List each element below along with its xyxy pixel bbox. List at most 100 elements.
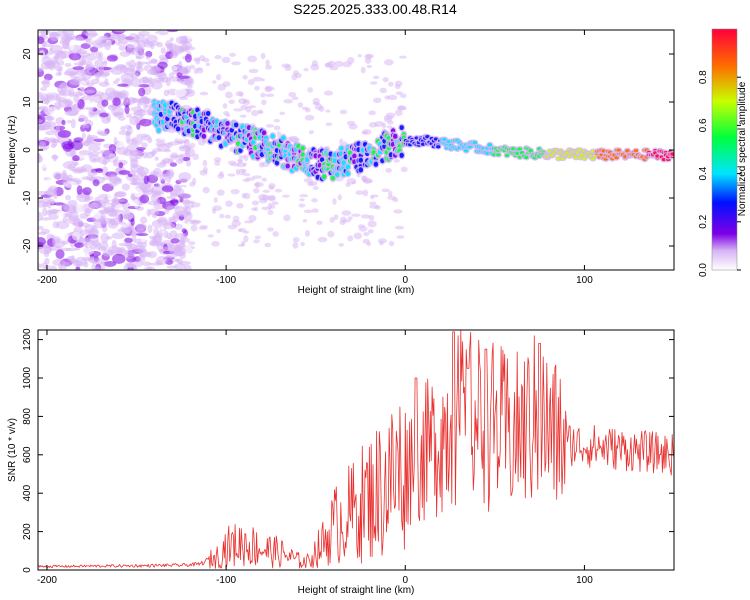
spectrogram-noise-blob	[179, 240, 186, 249]
spectrogram-noise-blob	[230, 188, 240, 195]
spectrogram-noise-blob	[245, 177, 256, 181]
spectrogram-noise-blob	[62, 169, 67, 177]
spectrogram-noise-blob	[49, 44, 63, 53]
snr-xlabel: Height of straight line (km)	[298, 585, 415, 596]
spectrogram-noise-blob	[55, 124, 61, 133]
spectrogram-noise-blob	[38, 67, 44, 72]
spectrogram-noise-blob	[160, 47, 166, 55]
spectrogram-noise-blob	[138, 83, 150, 88]
spectrogram-noise-blob	[38, 141, 47, 150]
spectrogram-noise-blob	[186, 160, 192, 167]
spectrogram-noise-blob	[145, 50, 153, 58]
spectrogram-noise-blob	[42, 202, 49, 208]
y-tick-label: 0	[22, 147, 33, 153]
spectrogram-noise-blob	[193, 57, 200, 62]
spectrogram-ridge-blob	[436, 145, 441, 149]
spectrogram-noise-blob	[190, 224, 198, 232]
spectrogram-noise-blob	[168, 245, 174, 254]
spectrogram-noise-blob	[236, 202, 244, 209]
spectrogram-noise-blob	[98, 81, 110, 87]
spectrogram-noise-blob	[190, 219, 200, 225]
spectrogram-noise-blob	[225, 113, 231, 118]
spectrogram-noise-blob	[142, 151, 149, 159]
spectrogram-noise-blob	[84, 241, 89, 248]
spectrogram-noise-blob	[286, 136, 293, 141]
spectrogram-ridge-blob	[330, 175, 336, 181]
spectrogram-noise-blob	[189, 64, 195, 70]
spectrogram-noise-blob	[174, 187, 185, 197]
spectrogram-noise-blob	[273, 118, 281, 123]
spectrogram-noise-blob	[83, 261, 89, 268]
spectrogram-noise-blob	[51, 236, 61, 244]
spectrogram-noise-blob	[198, 226, 208, 231]
spectrogram-noise-blob	[177, 178, 189, 183]
spectrogram-noise-blob	[368, 229, 374, 234]
spectrogram-noise-blob	[130, 78, 142, 88]
spectrogram-ridge-blob	[487, 143, 493, 147]
spectrogram-noise-blob	[381, 188, 390, 193]
spectrogram-ridge-blob	[528, 148, 533, 153]
colorbar-tick-label: 0.0	[698, 263, 709, 277]
spectrogram-noise-blob	[81, 164, 93, 173]
spectrogram-noise-blob	[170, 198, 179, 206]
spectrogram-noise-blob	[84, 89, 96, 94]
spectrogram-noise-blob	[337, 194, 342, 201]
spectrogram-noise-blob	[304, 114, 315, 121]
spectrogram-noise-blob	[274, 188, 283, 193]
spectrogram-ridge-blob	[225, 120, 230, 126]
spectrogram-noise-blob	[55, 50, 67, 61]
spectrogram-noise-blob	[45, 115, 55, 121]
spectrogram-noise-blob	[38, 36, 45, 45]
spectrogram-noise-blob	[316, 220, 323, 225]
spectrogram-noise-blob	[40, 217, 52, 221]
spectrogram-ridge-blob	[322, 174, 327, 180]
spectrogram-noise-blob	[374, 120, 384, 127]
spectrogram-noise-blob	[140, 216, 148, 224]
spectrogram-noise-blob	[217, 83, 227, 91]
spectrogram-noise-blob	[45, 130, 56, 136]
spectrogram-noise-blob	[184, 53, 192, 63]
spectrogram-noise-blob	[338, 243, 344, 247]
spectrogram-noise-blob	[133, 188, 143, 198]
spectrogram-noise-blob	[368, 110, 376, 116]
spectrogram-noise-blob	[193, 67, 198, 74]
y-tick-label: 200	[22, 523, 33, 540]
spectrogram-ridge-blob	[614, 156, 619, 160]
spectrogram-noise-blob	[64, 110, 79, 116]
spectrogram-noise-blob	[318, 105, 325, 112]
spectrogram-noise-blob	[254, 235, 262, 240]
spectrogram-noise-blob	[357, 224, 365, 228]
spectrogram-noise-blob	[327, 230, 335, 238]
spectrogram-noise-blob	[233, 108, 243, 112]
spectrogram-noise-blob	[283, 98, 294, 104]
spectrogram-noise-blob	[265, 64, 272, 70]
spectrogram-noise-blob	[161, 36, 167, 43]
spectrogram-noise-blob	[100, 240, 109, 251]
spectrogram-noise-blob	[242, 99, 250, 103]
spectrogram-noise-blob	[175, 140, 188, 144]
spectrogram-noise-blob	[176, 210, 191, 217]
spectrogram-noise-blob	[101, 99, 109, 107]
spectrogram-noise-blob	[163, 89, 169, 97]
spectrogram-noise-blob	[111, 232, 125, 240]
spectrogram-noise-blob	[62, 161, 77, 169]
spectrogram-noise-blob	[181, 228, 187, 234]
spectrogram-noise-blob	[396, 105, 407, 111]
spectrogram-noise-blob	[212, 205, 222, 212]
spectrogram-noise-blob	[184, 264, 192, 270]
spectrogram-noise-blob	[151, 150, 156, 157]
spectrogram-noise-blob	[52, 139, 60, 144]
spectrogram-noise-blob	[215, 73, 222, 81]
spectrogram-noise-blob	[93, 141, 102, 147]
spectrogram-noise-blob	[299, 194, 309, 198]
spectrogram-noise-blob	[254, 181, 260, 189]
y-tick-label: 600	[22, 446, 33, 463]
spectrogram-noise-blob	[366, 64, 372, 69]
spectrogram-noise-blob	[81, 132, 86, 139]
spectrogram-noise-blob	[335, 60, 344, 68]
spectrogram-noise-blob	[268, 195, 276, 201]
spectrogram-noise-blob	[86, 174, 94, 181]
spectrogram-noise-blob	[347, 235, 354, 242]
spectrogram-noise-blob	[88, 145, 101, 152]
spectrogram-noise-blob	[207, 234, 214, 238]
